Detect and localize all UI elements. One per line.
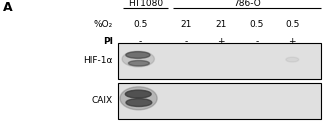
Text: 0.5: 0.5: [285, 20, 299, 29]
Text: 0.5: 0.5: [250, 20, 264, 29]
Text: CAIX: CAIX: [92, 96, 113, 105]
Text: HT1080: HT1080: [128, 0, 163, 8]
Text: A: A: [3, 1, 13, 14]
Text: 0.5: 0.5: [133, 20, 148, 29]
Text: 786-O: 786-O: [233, 0, 261, 8]
Text: 21: 21: [180, 20, 192, 29]
Text: +: +: [288, 37, 296, 46]
Ellipse shape: [125, 90, 151, 98]
FancyBboxPatch shape: [118, 43, 321, 79]
Text: %O₂: %O₂: [94, 20, 113, 29]
Text: HIF-1α: HIF-1α: [84, 56, 113, 65]
Text: 21: 21: [215, 20, 227, 29]
Ellipse shape: [122, 51, 154, 67]
Ellipse shape: [128, 60, 149, 66]
FancyBboxPatch shape: [118, 83, 321, 119]
Ellipse shape: [120, 87, 157, 110]
Text: -: -: [139, 37, 142, 46]
Ellipse shape: [286, 57, 299, 62]
Text: PI: PI: [103, 37, 113, 46]
Text: +: +: [217, 37, 225, 46]
Ellipse shape: [126, 52, 150, 58]
Text: -: -: [255, 37, 258, 46]
Ellipse shape: [126, 99, 152, 106]
Text: -: -: [184, 37, 187, 46]
